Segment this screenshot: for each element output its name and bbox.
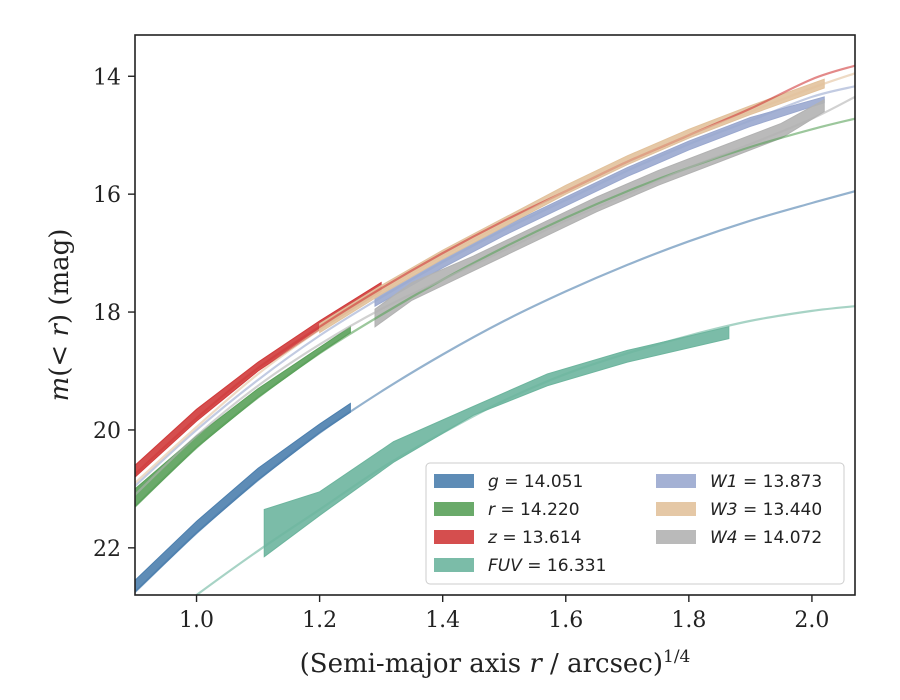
plot-frame: [134, 34, 856, 596]
y-tick-label: 14: [93, 65, 121, 90]
legend-swatch-z: [434, 530, 474, 544]
legend-label-z: z = 13.614: [487, 528, 581, 548]
x-tick-label: 1.8: [671, 608, 706, 633]
legend-swatch-W3: [656, 502, 696, 516]
y-tick-label: 18: [93, 301, 121, 326]
y-tick-label: 20: [93, 419, 121, 444]
series-line-W1: [135, 85, 855, 487]
y-axis: 14 16 18 20 22: [93, 65, 135, 562]
series-line-W4: [135, 95, 855, 496]
legend: g = 14.051 W1 = 13.873 r = 14.220 W3 = 13.4…: [425, 462, 845, 585]
series-band-W4: [374, 98, 825, 328]
x-tick-label: 1.6: [548, 608, 583, 633]
legend-label-r: r = 14.220: [488, 500, 580, 520]
legend-swatch-W4: [656, 530, 696, 544]
y-tick-label: 16: [93, 183, 121, 208]
x-tick-label: 1.2: [302, 608, 337, 633]
legend-label-W4: W4 = 14.072: [710, 528, 822, 548]
legend-swatch-g: [434, 474, 474, 488]
legend-label-g: g = 14.051: [488, 472, 583, 492]
y-axis-label: m(< r) (mag): [45, 229, 75, 402]
series-line-g: [135, 190, 855, 593]
legend-swatch-FUV: [434, 558, 474, 572]
legend-label-W1: W1 = 13.873: [710, 472, 822, 492]
legend-swatch-W1: [656, 474, 696, 488]
y-tick-label: 22: [93, 537, 121, 562]
legend-label-W3: W3 = 13.440: [710, 500, 822, 520]
series-lines: [135, 64, 855, 595]
x-tick-label: 1.4: [425, 608, 460, 633]
series-line-z: [135, 64, 855, 475]
series-line-W3: [135, 72, 855, 484]
x-axis-label: (Semi-major axis r / arcsec)1/4: [300, 647, 691, 679]
series-line-r: [135, 117, 855, 508]
legend-swatch-r: [434, 502, 474, 516]
x-axis: 1.0 1.2 1.4 1.6 1.8 2.0: [179, 595, 829, 633]
legend-label-FUV: FUV = 16.331: [488, 556, 606, 576]
x-tick-label: 1.0: [179, 608, 214, 633]
series-band-W3: [319, 78, 825, 334]
legend-box: [425, 462, 845, 585]
x-tick-label: 2.0: [794, 608, 829, 633]
series-line-FUV: [194, 305, 855, 595]
